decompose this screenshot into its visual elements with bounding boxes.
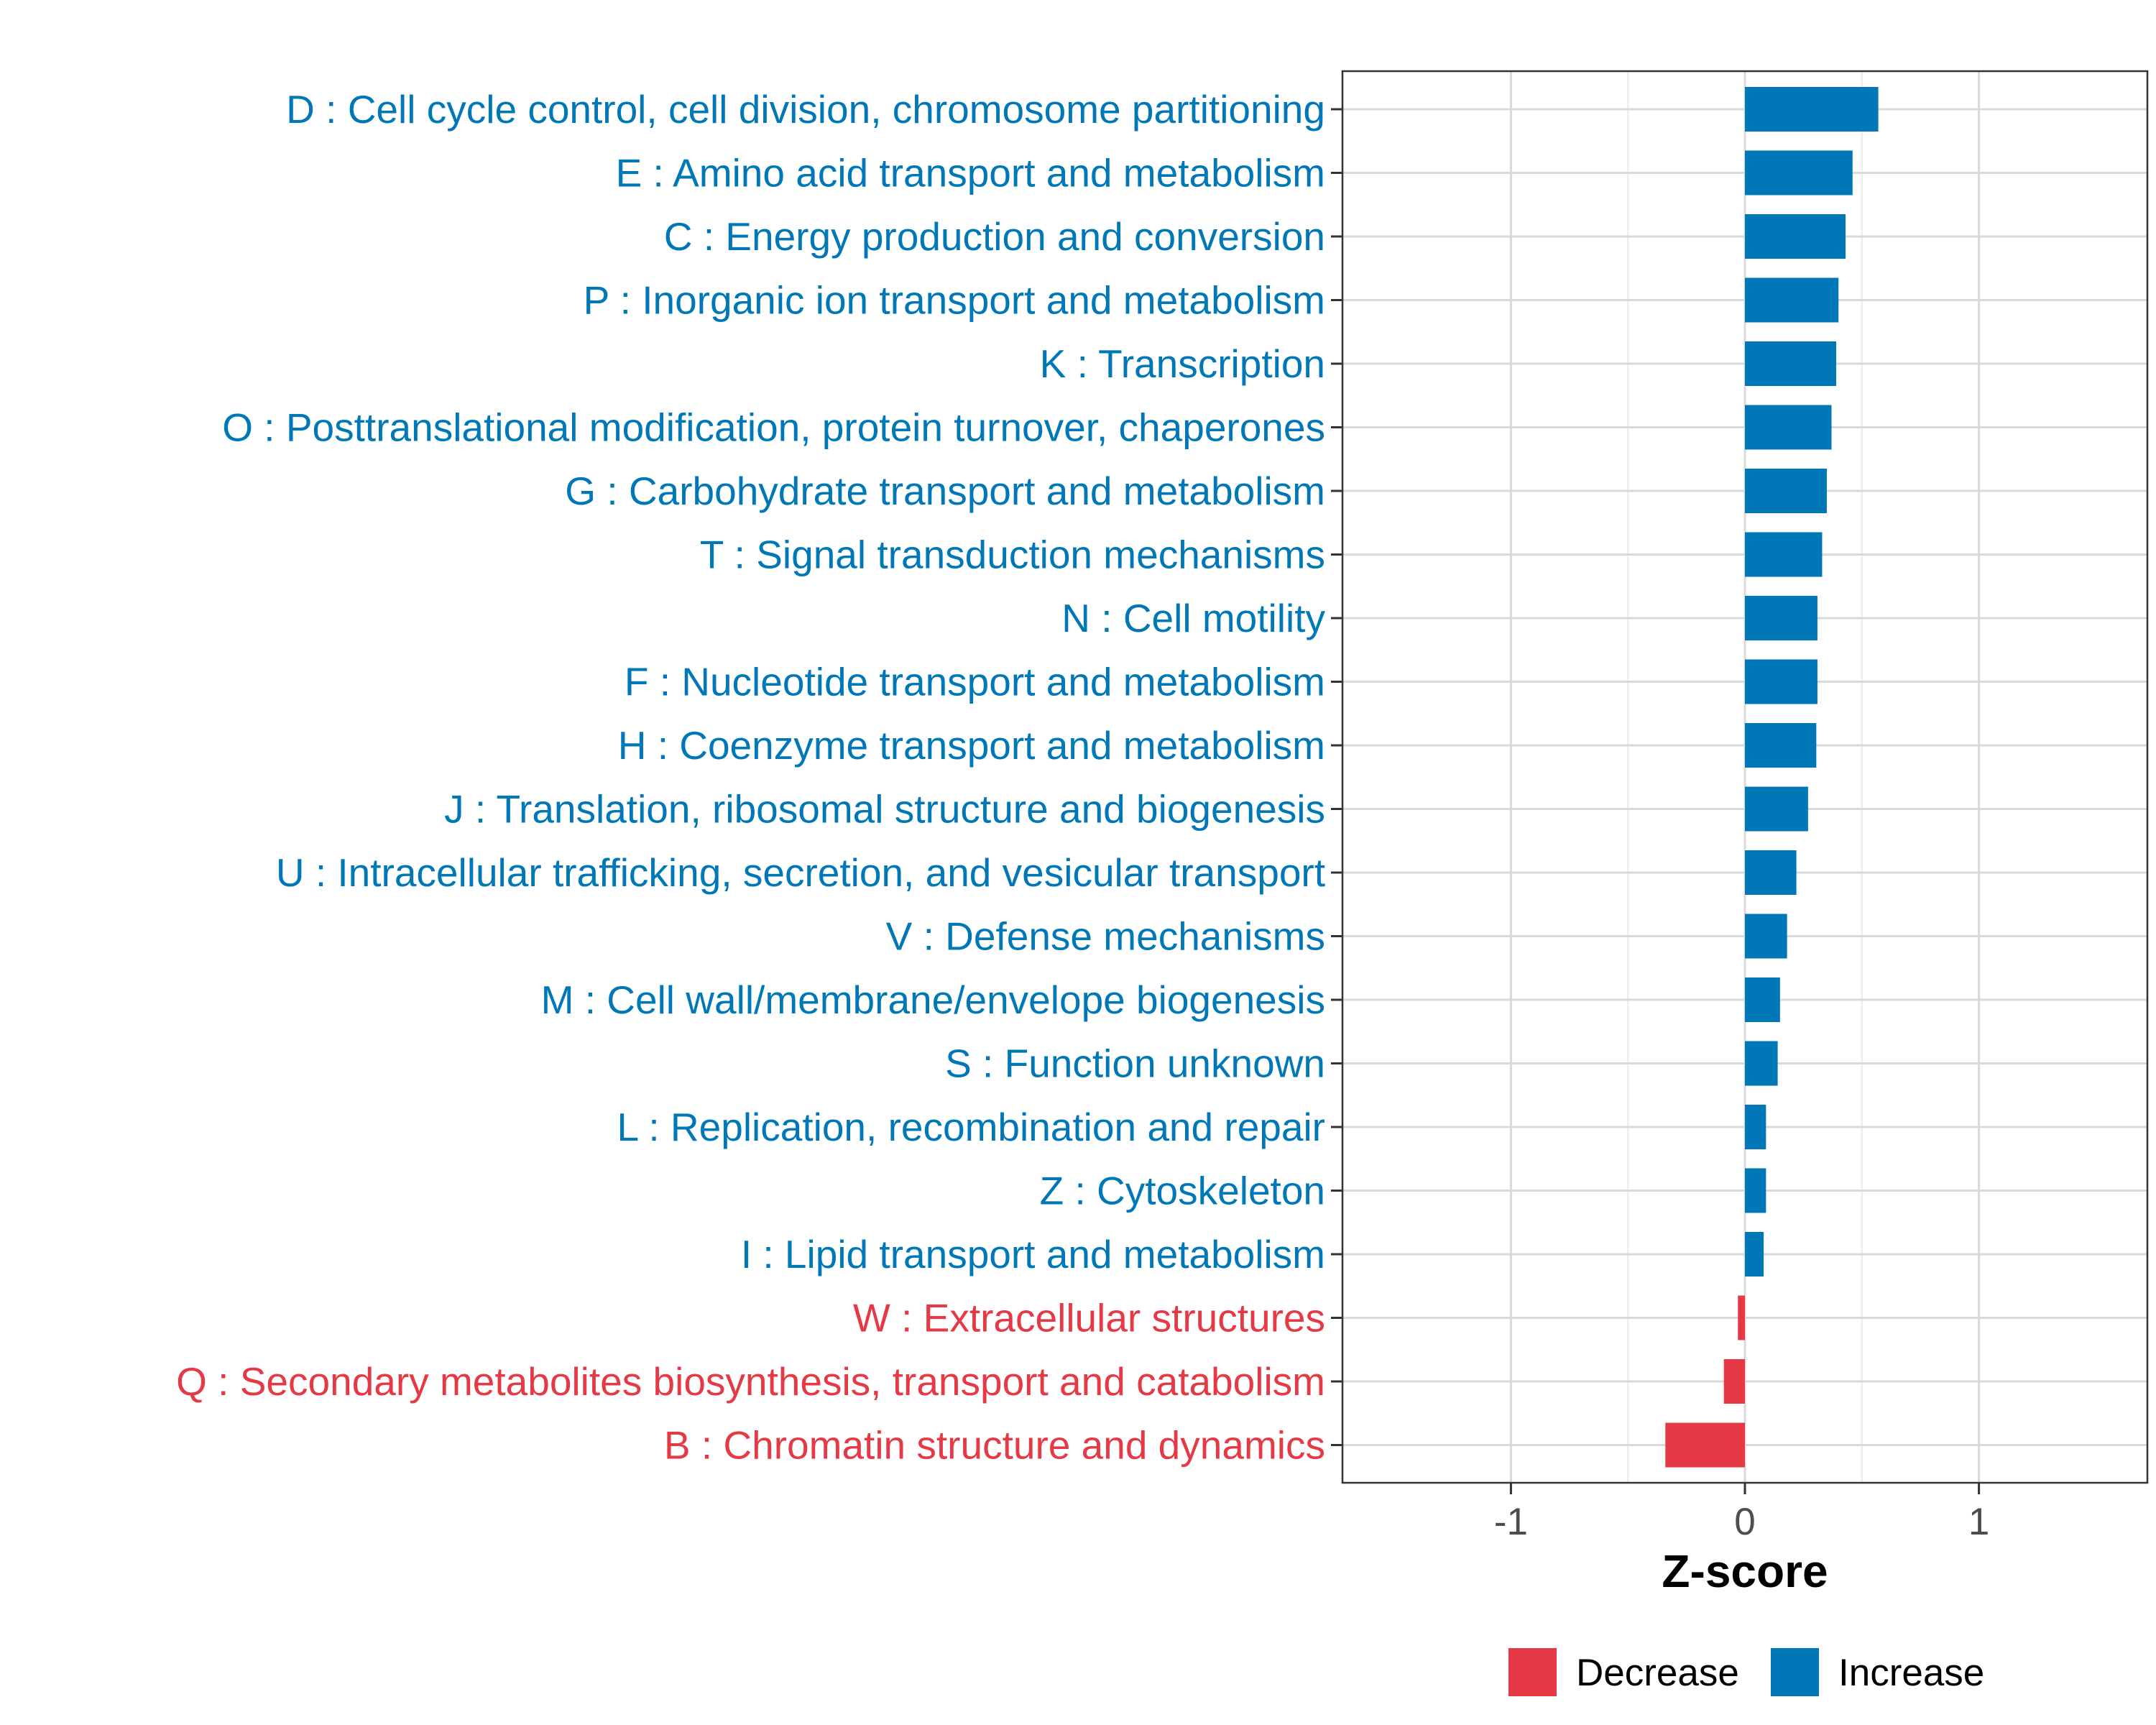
legend: Decrease Increase [1508, 1648, 1984, 1696]
category-label: J : Translation, ribosomal structure and… [444, 787, 1325, 832]
bar [1745, 1232, 1764, 1276]
bar [1745, 341, 1836, 386]
y-axis: D : Cell cycle control, cell division, c… [176, 87, 1342, 1468]
x-tick-label: 0 [1734, 1501, 1755, 1543]
category-label: V : Defense mechanisms [886, 914, 1325, 959]
bar [1745, 914, 1787, 959]
category-label: Z : Cytoskeleton [1040, 1169, 1325, 1213]
legend-key-increase [1771, 1648, 1819, 1696]
bars [1665, 87, 1879, 1468]
category-label: M : Cell wall/membrane/envelope biogenes… [541, 978, 1325, 1022]
category-label: O : Posttranslational modification, prot… [222, 405, 1325, 450]
category-label: Q : Secondary metabolites biosynthesis, … [176, 1359, 1325, 1404]
x-tick-label: -1 [1494, 1501, 1528, 1543]
category-label: W : Extracellular structures [853, 1296, 1325, 1340]
bar [1745, 786, 1808, 832]
bar [1723, 1359, 1745, 1404]
category-label: C : Energy production and conversion [664, 214, 1325, 259]
category-label: G : Carbohydrate transport and metabolis… [565, 469, 1325, 513]
bar [1745, 978, 1780, 1022]
category-label: I : Lipid transport and metabolism [741, 1232, 1325, 1276]
bar [1745, 469, 1827, 513]
bar [1745, 405, 1832, 450]
bar [1745, 532, 1823, 577]
bar [1665, 1422, 1745, 1468]
bar [1745, 596, 1818, 640]
bar [1745, 214, 1846, 259]
category-label: H : Coenzyme transport and metabolism [618, 723, 1325, 768]
legend-label-increase: Increase [1838, 1652, 1984, 1694]
category-label: K : Transcription [1040, 341, 1325, 386]
bar [1745, 277, 1839, 323]
x-axis-title: Z-score [1662, 1545, 1828, 1597]
category-label: U : Intracellular trafficking, secretion… [276, 850, 1325, 895]
category-label: E : Amino acid transport and metabolism [616, 151, 1325, 196]
x-tick-label: 1 [1968, 1501, 1989, 1543]
category-label: P : Inorganic ion transport and metaboli… [584, 278, 1325, 323]
category-label: F : Nucleotide transport and metabolism [625, 660, 1325, 704]
bar [1738, 1295, 1745, 1340]
bar [1745, 87, 1879, 132]
legend-key-decrease [1508, 1648, 1557, 1696]
category-label: T : Signal transduction mechanisms [700, 533, 1325, 577]
bar [1745, 1041, 1778, 1086]
bar [1745, 659, 1818, 704]
category-label: D : Cell cycle control, cell division, c… [286, 87, 1325, 132]
bar [1745, 850, 1797, 895]
x-axis: -1 0 1 [1494, 1483, 1989, 1543]
legend-label-decrease: Decrease [1576, 1652, 1739, 1694]
category-label: N : Cell motility [1061, 596, 1325, 640]
category-label: L : Replication, recombination and repai… [617, 1105, 1325, 1149]
bar [1745, 1105, 1766, 1149]
category-label: S : Function unknown [945, 1041, 1325, 1086]
bar [1745, 150, 1853, 196]
bar [1745, 723, 1817, 768]
bar [1745, 1168, 1766, 1213]
category-label: B : Chromatin structure and dynamics [664, 1423, 1325, 1468]
